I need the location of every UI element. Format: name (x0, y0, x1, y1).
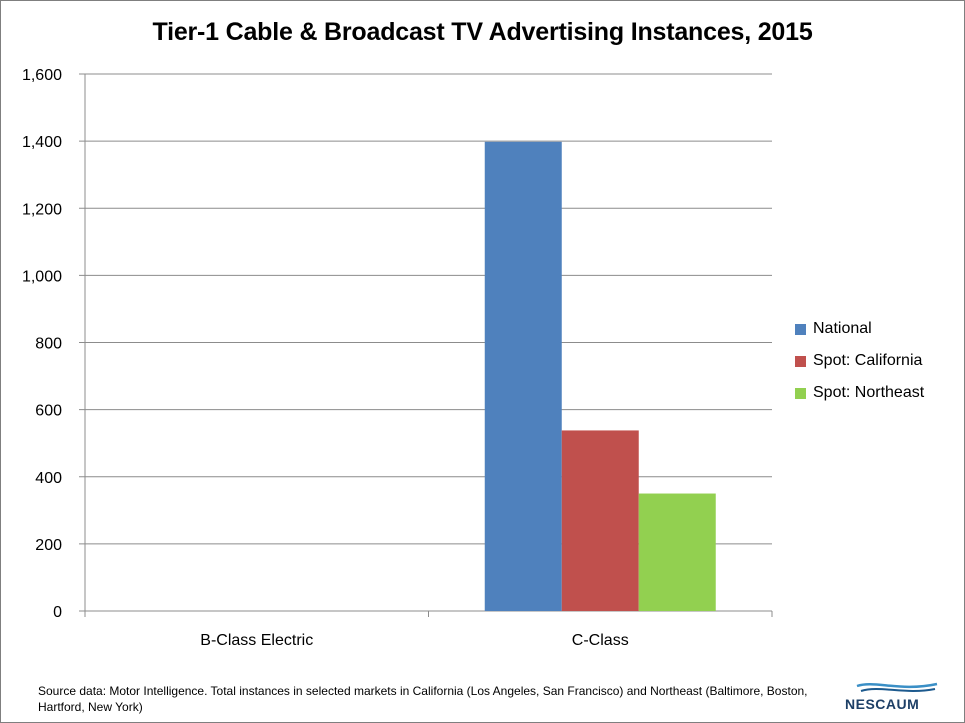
bar-spot-california (561, 430, 639, 611)
logo-text: NESCAUM (845, 696, 920, 712)
y-tick-label: 400 (35, 470, 62, 487)
chart-legend: National Spot: California Spot: Northeas… (795, 313, 924, 409)
legend-item-national: National (795, 313, 924, 345)
y-tick-label: 0 (53, 604, 62, 621)
y-tick-label: 1,000 (22, 268, 62, 285)
y-tick-label: 200 (35, 537, 62, 554)
chart-title: Tier-1 Cable & Broadcast TV Advertising … (152, 18, 813, 46)
source-note: Source data: Motor Intelligence. Total i… (38, 684, 808, 714)
bar-spot-northeast (638, 493, 716, 611)
legend-label-spot-northeast: Spot: Northeast (813, 384, 925, 401)
y-tick-label: 1,600 (22, 67, 62, 84)
y-tick-label: 600 (35, 403, 62, 420)
blue-square-swatch-icon (795, 323, 806, 335)
green-square-swatch-icon (795, 387, 806, 399)
legend-item-spot-california: Spot: California (795, 345, 924, 377)
x-category-label: B-Class Electric (200, 632, 313, 649)
red-square-swatch-icon (795, 355, 806, 367)
y-tick-label: 800 (35, 336, 62, 353)
wave-logo-icon (856, 682, 938, 692)
y-tick-label: 1,400 (22, 134, 62, 151)
legend-label-national: National (813, 320, 872, 337)
legend-label-spot-california: Spot: California (813, 352, 923, 369)
nescaum-logo: NESCAUM (845, 680, 945, 712)
y-tick-label: 1,200 (22, 201, 62, 218)
x-category-label: C-Class (572, 632, 629, 649)
bar-national (484, 141, 562, 611)
legend-item-spot-northeast: Spot: Northeast (795, 377, 924, 409)
